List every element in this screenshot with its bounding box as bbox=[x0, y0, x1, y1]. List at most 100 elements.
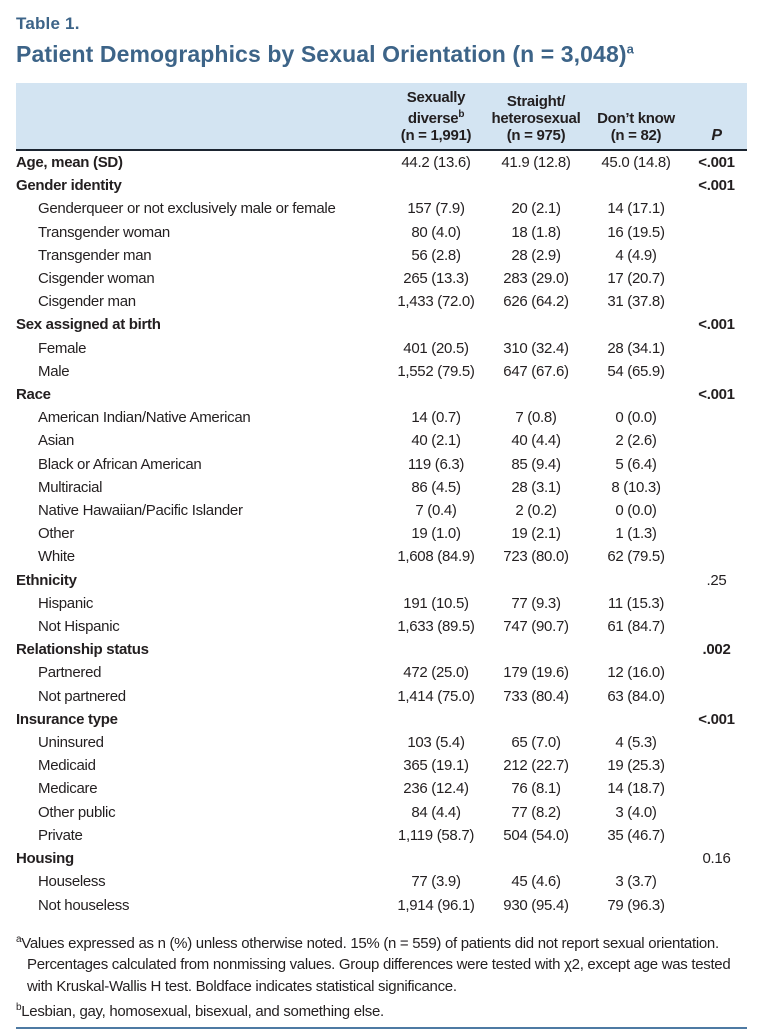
cell-dont-know: 12 (16.0) bbox=[607, 664, 665, 682]
cell-sexually-diverse: 365 (19.1) bbox=[403, 757, 469, 775]
cell-straight-heterosexual bbox=[486, 638, 586, 661]
cell-p-value bbox=[686, 290, 747, 313]
cell-dont-know: 11 (15.3) bbox=[607, 594, 665, 612]
cell-sexually-diverse bbox=[386, 847, 486, 870]
cell-p-value bbox=[686, 777, 747, 800]
cell-dont-know bbox=[586, 708, 686, 731]
cell-p-value bbox=[686, 522, 747, 545]
cell-p-value bbox=[686, 221, 747, 244]
cell-sexually-diverse: 119 (6.3) bbox=[407, 455, 465, 473]
cell-sexually-diverse: 14 (0.7) bbox=[411, 409, 461, 427]
table-row: Sex assigned at birth <.001 bbox=[16, 313, 747, 336]
cell-label: Asian bbox=[38, 432, 75, 450]
cell-sexually-diverse: 80 (4.0) bbox=[411, 223, 461, 241]
table-header-row: Sexually diverseb (n = 1,991) Straight/ … bbox=[16, 83, 747, 151]
cell-p-value bbox=[686, 754, 747, 777]
cell-sexually-diverse bbox=[386, 708, 486, 731]
table-row: Private 1,119 (58.7) 504 (54.0) 35 (46.7… bbox=[16, 824, 747, 847]
cell-p-value: <.001 bbox=[698, 710, 735, 728]
footnote-b-marker: b bbox=[16, 1002, 22, 1014]
page-title: Patient Demographics by Sexual Orientati… bbox=[16, 41, 747, 68]
cell-p-value bbox=[686, 801, 747, 824]
cell-straight-heterosexual: 41.9 (12.8) bbox=[501, 154, 571, 171]
table-row: Asian 40 (2.1) 40 (4.4) 2 (2.6) bbox=[16, 429, 747, 452]
cell-dont-know: 4 (5.3) bbox=[615, 734, 657, 752]
cell-sexually-diverse: 265 (13.3) bbox=[403, 270, 469, 288]
cell-sexually-diverse: 191 (10.5) bbox=[403, 594, 469, 612]
cell-label: Age, mean (SD) bbox=[16, 154, 123, 171]
demographics-table: Sexually diverseb (n = 1,991) Straight/ … bbox=[16, 83, 747, 917]
cell-label: Ethnicity bbox=[16, 571, 77, 589]
cell-straight-heterosexual: 85 (9.4) bbox=[511, 455, 561, 473]
cell-straight-heterosexual: 212 (22.7) bbox=[503, 757, 569, 775]
cell-dont-know: 17 (20.7) bbox=[607, 270, 665, 288]
cell-p-value bbox=[686, 661, 747, 684]
cell-dont-know: 35 (46.7) bbox=[607, 826, 665, 844]
cell-dont-know: 14 (17.1) bbox=[607, 200, 665, 218]
cell-straight-heterosexual: 77 (8.2) bbox=[511, 803, 561, 821]
table-row: Other public 84 (4.4) 77 (8.2) 3 (4.0) bbox=[16, 801, 747, 824]
cell-sexually-diverse: 40 (2.1) bbox=[411, 432, 461, 450]
cell-straight-heterosexual: 723 (80.0) bbox=[503, 548, 569, 566]
cell-dont-know: 19 (25.3) bbox=[607, 757, 665, 775]
cell-dont-know: 45.0 (14.8) bbox=[601, 154, 671, 171]
col-header-empty bbox=[16, 83, 386, 151]
cell-straight-heterosexual: 283 (29.0) bbox=[503, 270, 569, 288]
table-body: Age, mean (SD) 44.2 (13.6) 41.9 (12.8) 4… bbox=[16, 150, 747, 917]
cell-sexually-diverse bbox=[386, 638, 486, 661]
cell-p-value: <.001 bbox=[698, 316, 735, 334]
cell-p-value bbox=[686, 545, 747, 568]
cell-dont-know: 31 (37.8) bbox=[607, 293, 665, 311]
cell-straight-heterosexual bbox=[486, 313, 586, 336]
footnotes: aValues expressed as n (%) unless otherw… bbox=[16, 929, 747, 1023]
table-row: Medicare 236 (12.4) 76 (8.1) 14 (18.7) bbox=[16, 777, 747, 800]
cell-sexually-diverse: 1,433 (72.0) bbox=[397, 293, 475, 311]
table-header: Sexually diverseb (n = 1,991) Straight/ … bbox=[16, 83, 747, 151]
cell-label: Transgender woman bbox=[38, 223, 170, 241]
bottom-divider bbox=[16, 1026, 747, 1029]
cell-p-value bbox=[686, 429, 747, 452]
cell-sexually-diverse: 157 (7.9) bbox=[407, 200, 465, 218]
cell-sexually-diverse: 1,119 (58.7) bbox=[397, 826, 475, 844]
table-row: Uninsured 103 (5.4) 65 (7.0) 4 (5.3) bbox=[16, 731, 747, 754]
cell-dont-know: 0 (0.0) bbox=[615, 409, 657, 427]
cell-sexually-diverse: 19 (1.0) bbox=[411, 525, 461, 543]
cell-sexually-diverse: 1,633 (89.5) bbox=[397, 618, 475, 636]
cell-p-value bbox=[686, 244, 747, 267]
cell-sexually-diverse: 236 (12.4) bbox=[403, 780, 469, 798]
cell-sexually-diverse: 56 (2.8) bbox=[411, 246, 461, 264]
cell-sexually-diverse: 77 (3.9) bbox=[411, 873, 461, 891]
cell-p-value: .002 bbox=[702, 641, 731, 659]
cell-p-value bbox=[686, 499, 747, 522]
cell-dont-know: 63 (84.0) bbox=[607, 687, 665, 705]
cell-dont-know: 3 (3.7) bbox=[615, 873, 657, 891]
cell-sexually-diverse: 86 (4.5) bbox=[411, 478, 461, 496]
page-title-text: Patient Demographics by Sexual Orientati… bbox=[16, 41, 627, 67]
cell-label: Hispanic bbox=[38, 594, 94, 612]
table-row: Insurance type <.001 bbox=[16, 708, 747, 731]
cell-sexually-diverse bbox=[386, 174, 486, 197]
cell-label: Cisgender man bbox=[38, 293, 136, 311]
cell-dont-know bbox=[586, 174, 686, 197]
cell-label: Other bbox=[38, 525, 75, 543]
cell-p-value bbox=[686, 453, 747, 476]
cell-straight-heterosexual bbox=[486, 708, 586, 731]
cell-straight-heterosexual: 747 (90.7) bbox=[503, 618, 569, 636]
cell-sexually-diverse: 1,552 (79.5) bbox=[397, 362, 475, 380]
cell-p-value bbox=[686, 360, 747, 383]
cell-label: Not partnered bbox=[38, 687, 126, 705]
cell-label: Multiracial bbox=[38, 478, 103, 496]
cell-straight-heterosexual: 626 (64.2) bbox=[503, 293, 569, 311]
cell-p-value: <.001 bbox=[698, 154, 735, 171]
cell-straight-heterosexual: 647 (67.6) bbox=[503, 362, 569, 380]
cell-sexually-diverse: 7 (0.4) bbox=[415, 502, 457, 520]
cell-label: American Indian/Native American bbox=[38, 409, 251, 427]
cell-straight-heterosexual bbox=[486, 383, 586, 406]
cell-sexually-diverse bbox=[386, 569, 486, 592]
cell-straight-heterosexual: 179 (19.6) bbox=[503, 664, 569, 682]
footnote-b: bLesbian, gay, homosexual, bisexual, and… bbox=[16, 997, 747, 1023]
table-row: Cisgender man 1,433 (72.0) 626 (64.2) 31… bbox=[16, 290, 747, 313]
cell-p-value bbox=[686, 870, 747, 893]
table-row: Transgender man 56 (2.8) 28 (2.9) 4 (4.9… bbox=[16, 244, 747, 267]
cell-sexually-diverse: 401 (20.5) bbox=[403, 339, 469, 357]
